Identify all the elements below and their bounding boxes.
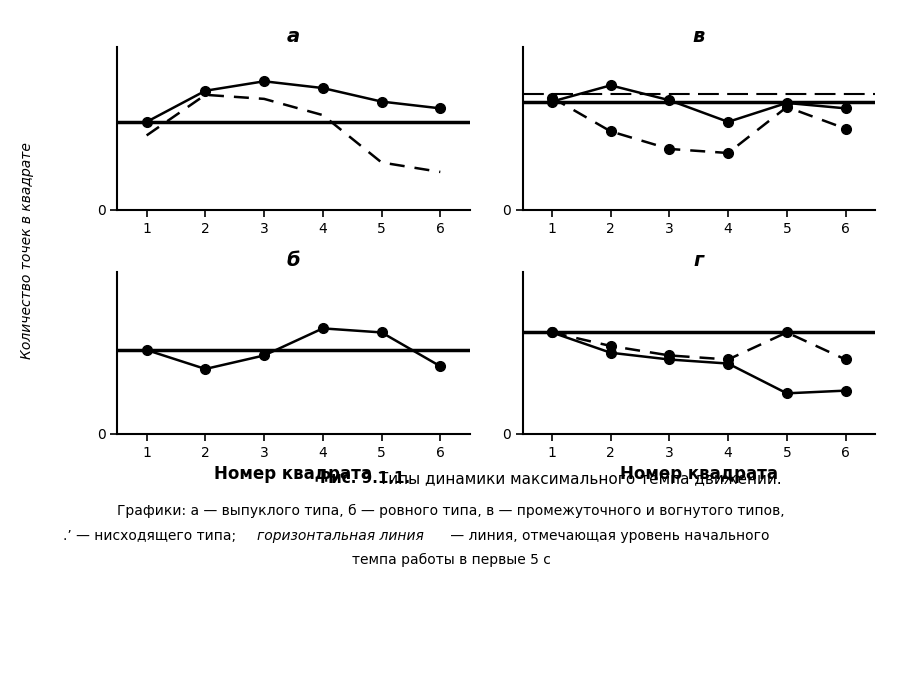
Title: а: а: [287, 27, 300, 46]
Text: Типы динамики максимального темпа движений.: Типы динамики максимального темпа движен…: [374, 471, 782, 486]
Text: Графики: а — выпуклого типа, б — ровного типа, в — промежуточного и вогнутого ти: Графики: а — выпуклого типа, б — ровного…: [117, 504, 785, 518]
Text: .’ — нисходящего типа;: .’ — нисходящего типа;: [63, 529, 241, 543]
X-axis label: Номер квадрата: Номер квадрата: [620, 465, 778, 483]
Text: темпа работы в первые 5 с: темпа работы в первые 5 с: [352, 553, 550, 567]
X-axis label: Номер квадрата: Номер квадрата: [215, 465, 373, 483]
Text: горизонтальная линия: горизонтальная линия: [257, 529, 424, 543]
Title: б: б: [287, 251, 300, 270]
Text: Количество точек в квадрате: Количество точек в квадрате: [20, 142, 34, 359]
Text: — линия, отмечающая уровень начального: — линия, отмечающая уровень начального: [446, 529, 770, 543]
Title: в: в: [693, 27, 705, 46]
Title: г: г: [694, 251, 704, 270]
Text: Рис. 9.1.1.: Рис. 9.1.1.: [320, 471, 410, 486]
